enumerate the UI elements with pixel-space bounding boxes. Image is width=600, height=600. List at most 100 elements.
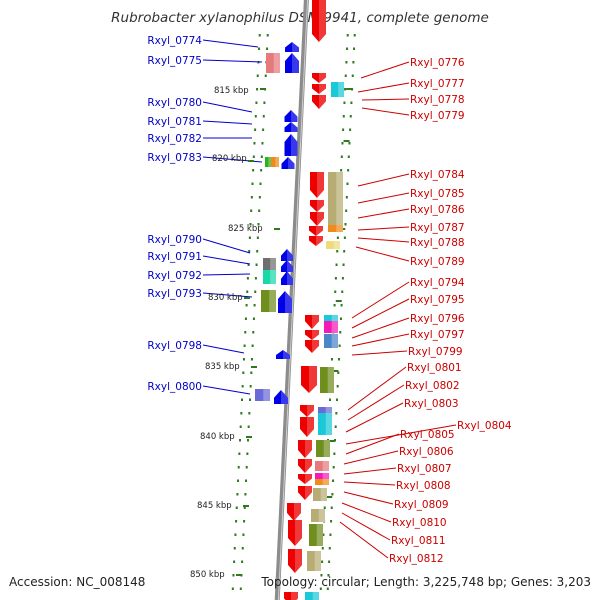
rna-block [315, 479, 329, 485]
kbp-tick [274, 228, 280, 230]
label-leader-lines [202, 39, 457, 559]
tick-mark [256, 250, 259, 253]
tick-mark [263, 101, 266, 104]
tick-mark [245, 466, 248, 469]
cds-arrow [312, 84, 326, 94]
tick-mark [353, 34, 356, 37]
rna-block [328, 212, 343, 225]
tick-mark [252, 169, 255, 172]
tick-mark [345, 61, 348, 64]
cds-arrow [284, 122, 298, 132]
gene-label-left: Rxyl_0792 [147, 270, 202, 282]
tick-mark [247, 263, 250, 266]
cds-arrow [285, 42, 299, 52]
gene-label-right: Rxyl_0811 [391, 535, 446, 547]
gene-label-right: Rxyl_0779 [410, 110, 465, 122]
tick-mark [343, 140, 350, 142]
leader-line [202, 238, 251, 254]
tick-mark [322, 533, 325, 536]
tick-mark [339, 317, 342, 320]
cds-arrow [305, 330, 319, 340]
gene-label-right: Rxyl_0809 [394, 499, 449, 511]
kbp-tick [260, 88, 266, 90]
tick-mark [339, 331, 342, 334]
tick-mark [340, 304, 343, 307]
tick-mark [334, 277, 337, 280]
cds-arrow [284, 592, 298, 600]
leader-line [355, 246, 410, 262]
rna-block [318, 413, 332, 435]
tick-mark [328, 440, 335, 442]
tick-mark [335, 412, 338, 415]
tick-mark [345, 196, 348, 199]
tick-mark [246, 277, 249, 280]
tick-mark [320, 574, 323, 577]
tick-mark [333, 304, 336, 307]
tick-mark [330, 520, 333, 523]
rna-block [331, 82, 344, 97]
gene-label-left: Rxyl_0781 [147, 116, 202, 128]
tick-mark [336, 236, 339, 239]
tick-mark [260, 169, 263, 172]
tick-mark [250, 209, 253, 212]
leader-line [341, 502, 392, 523]
tick-mark [341, 290, 344, 293]
tick-mark [240, 412, 243, 415]
tick-mark [262, 128, 265, 131]
tick-mark [241, 385, 244, 388]
tick-mark [334, 439, 337, 442]
gene-label-left: Rxyl_0774 [147, 35, 202, 47]
leader-line [343, 467, 397, 475]
rna-block [261, 290, 276, 312]
tick-mark [343, 101, 346, 104]
tick-mark [258, 34, 261, 37]
tick-mark [327, 574, 330, 577]
tick-mark [257, 223, 260, 226]
tick-mark [335, 263, 338, 266]
tick-mark [248, 412, 251, 415]
tick-mark [233, 547, 236, 550]
cds-arrow [301, 366, 317, 393]
leader-line [357, 226, 410, 231]
tick-mark [342, 263, 345, 266]
leader-line [202, 120, 253, 125]
accession-text: Accession: NC_008148 [9, 575, 145, 589]
gene-label-right: Rxyl_0810 [392, 517, 447, 529]
tick-mark [255, 101, 258, 104]
tick-mark [344, 74, 347, 77]
gene-label-right: Rxyl_0805 [400, 429, 455, 441]
tick-mark [252, 331, 255, 334]
tick-mark [345, 209, 348, 212]
kbp-markers: 815 kbp 820 kbp 825 kbp 830 kbp 835 kbp 840 k… [190, 86, 280, 580]
gene-label-left: Rxyl_0775 [147, 55, 202, 67]
cds-arrow [310, 200, 324, 212]
rna-block [324, 334, 338, 348]
tick-mark [349, 128, 352, 131]
tick-mark [256, 74, 259, 77]
kbp-marker-label: 850 kbp [190, 570, 225, 580]
tick-mark [331, 493, 334, 496]
tick-mark [342, 128, 345, 131]
tick-mark [334, 425, 337, 428]
tick-mark [341, 277, 344, 280]
cds-arrow [300, 417, 314, 437]
gene-label-right: Rxyl_0789 [410, 256, 465, 268]
tick-mark [232, 574, 235, 577]
gene-label-right: Rxyl_0784 [410, 169, 465, 181]
tick-mark [255, 263, 258, 266]
tick-mark [321, 547, 324, 550]
leader-line [357, 237, 410, 243]
leader-line [202, 292, 253, 298]
tick-mark [340, 169, 343, 172]
leader-line [339, 521, 389, 559]
gene-label-right: Rxyl_0778 [410, 94, 465, 106]
tick-mark [241, 560, 244, 563]
gene-label-right: Rxyl_0799 [408, 346, 463, 358]
gene-features [255, 0, 344, 600]
rna-block [324, 321, 338, 333]
tick-mark [243, 520, 246, 523]
tick-mark [252, 317, 255, 320]
tick-mark [332, 479, 335, 482]
